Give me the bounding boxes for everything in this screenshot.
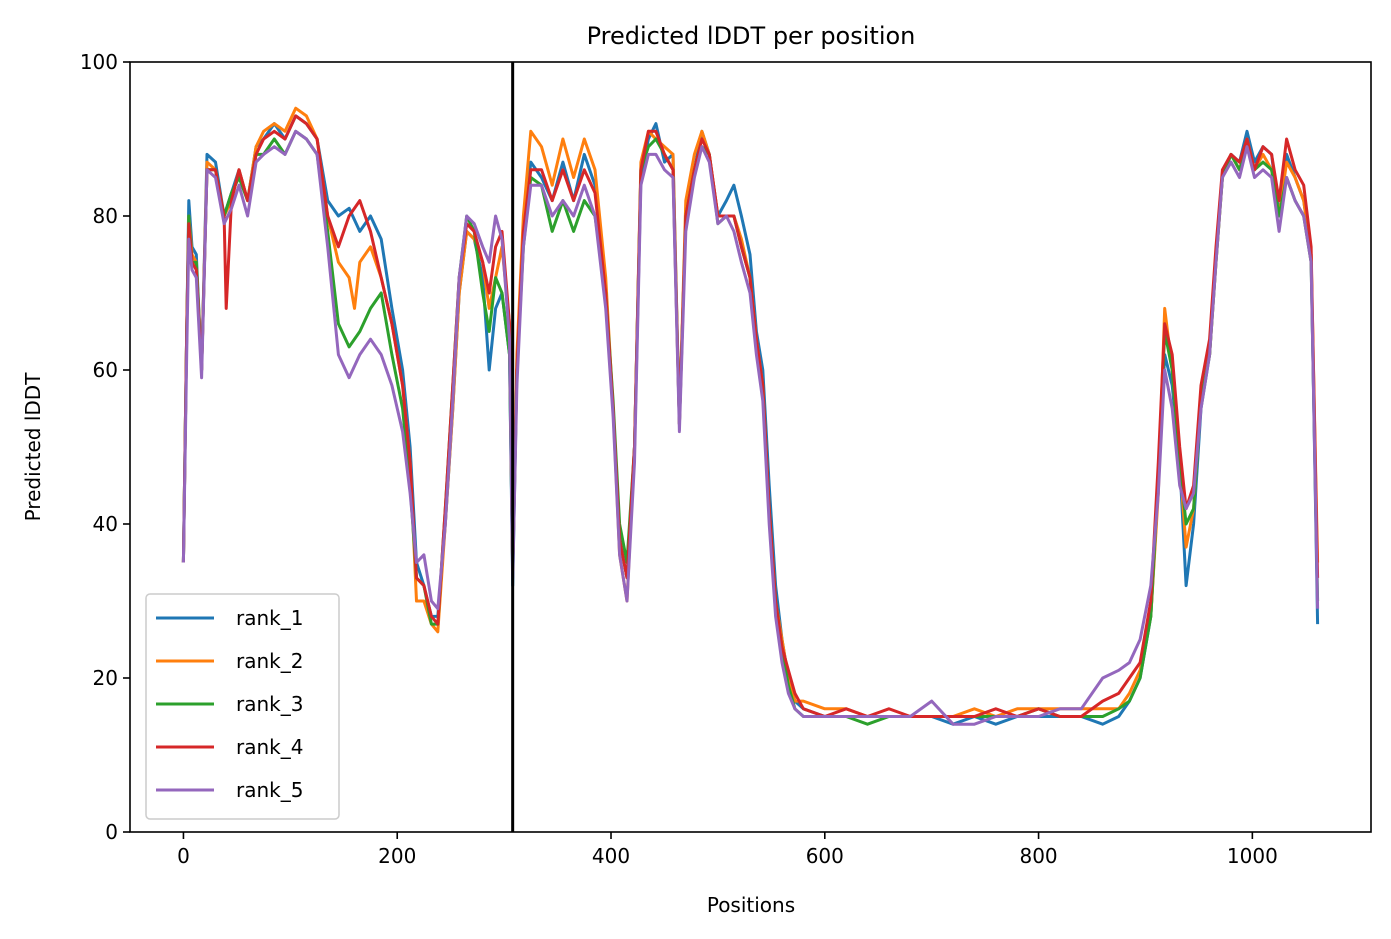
y-tick-label: 100 bbox=[80, 50, 118, 74]
legend: rank_1 rank_2 rank_3 rank_4 rank_5 bbox=[145, 593, 340, 820]
x-tick-label: 800 bbox=[1019, 844, 1057, 868]
series-line-rank-4 bbox=[181, 114, 1320, 718]
x-tick-label: 0 bbox=[177, 844, 190, 868]
y-axis-ticks: 0 20 40 60 80 100 bbox=[80, 50, 130, 844]
x-tick-label: 600 bbox=[806, 844, 844, 868]
legend-label-rank-3: rank_3 bbox=[236, 692, 303, 716]
plot-frame bbox=[129, 61, 1372, 833]
legend-label-rank-4: rank_4 bbox=[236, 735, 303, 759]
y-tick-label: 80 bbox=[93, 204, 118, 228]
legend-box bbox=[145, 593, 340, 820]
y-axis-label: Predicted lDDT bbox=[21, 372, 45, 522]
legend-label-rank-2: rank_2 bbox=[236, 649, 303, 673]
x-tick-label: 400 bbox=[592, 844, 630, 868]
x-tick-label: 200 bbox=[378, 844, 416, 868]
x-axis-ticks: 0 200 400 600 800 1000 bbox=[177, 832, 1278, 868]
x-axis-label: Positions bbox=[707, 893, 795, 917]
x-tick-label: 1000 bbox=[1227, 844, 1278, 868]
series-line-rank-5 bbox=[181, 129, 1320, 726]
y-tick-label: 0 bbox=[105, 820, 118, 844]
y-tick-label: 40 bbox=[93, 512, 118, 536]
legend-label-rank-1: rank_1 bbox=[236, 606, 303, 630]
legend-items: rank_1 rank_2 rank_3 rank_4 rank_5 bbox=[156, 606, 303, 802]
y-tick-label: 60 bbox=[93, 358, 118, 382]
y-tick-label: 20 bbox=[93, 666, 118, 690]
legend-label-rank-5: rank_5 bbox=[236, 778, 303, 802]
series-layer bbox=[181, 106, 1320, 726]
chart-title: Predicted lDDT per position bbox=[587, 22, 916, 50]
